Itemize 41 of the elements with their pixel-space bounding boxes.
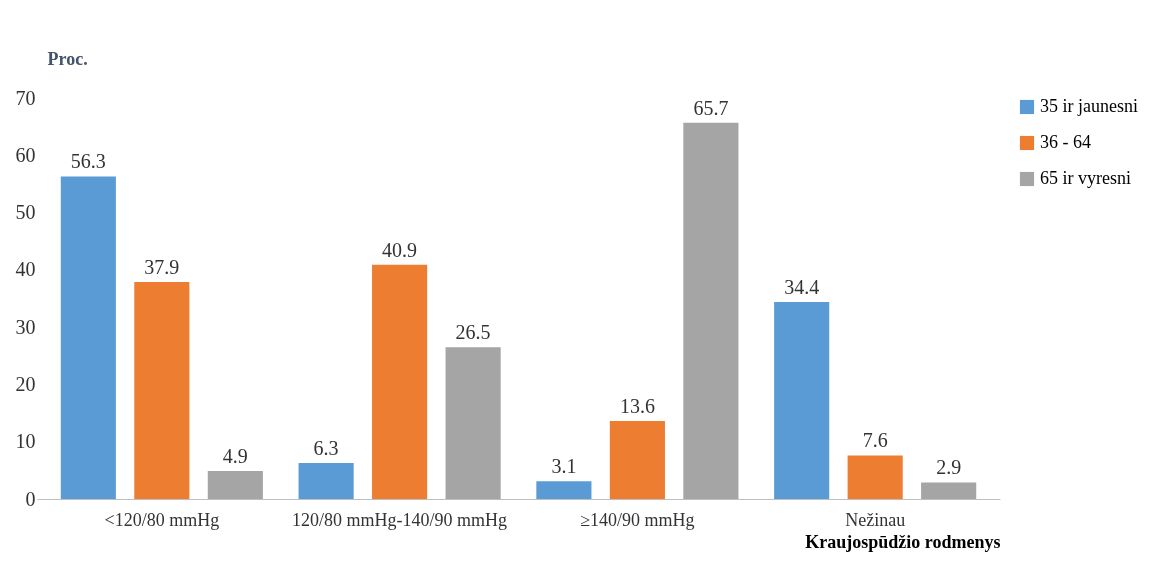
bar (298, 462, 354, 499)
x-tick-label: 120/80 mmHg-140/90 mmHg (292, 509, 508, 530)
bar (372, 264, 428, 499)
bar (683, 122, 739, 499)
bar (134, 281, 190, 499)
bar (609, 421, 665, 499)
data-label: 26.5 (455, 321, 491, 344)
x-axis-title: Kraujospūdžio rodmenys (805, 531, 1001, 552)
bar (207, 470, 263, 499)
bar (536, 481, 592, 499)
data-label: 40.9 (382, 238, 418, 261)
bar (445, 347, 501, 499)
data-label: 65.7 (693, 96, 729, 119)
x-tick-label: ≥140/90 mmHg (580, 509, 695, 530)
data-label: 2.9 (936, 456, 962, 479)
data-label: 3.1 (551, 455, 577, 478)
y-tick-label: 70 (15, 86, 36, 109)
y-tick-label: 10 (15, 430, 36, 453)
x-tick-label: <120/80 mmHg (104, 509, 220, 530)
data-label: 56.3 (70, 150, 106, 173)
y-tick-label: 0 (25, 487, 36, 510)
data-label: 13.6 (619, 395, 655, 418)
bar (774, 301, 830, 499)
bar (921, 482, 977, 499)
bar (847, 455, 903, 499)
y-tick-label: 50 (15, 201, 36, 224)
legend-label: 65 ir vyresni (1040, 168, 1131, 188)
data-label: 6.3 (313, 436, 339, 459)
legend-label: 36 - 64 (1040, 132, 1091, 152)
y-tick-label: 20 (15, 372, 36, 395)
y-tick-label: 60 (15, 143, 36, 166)
y-tick-label: 40 (15, 258, 36, 281)
data-label: 37.9 (144, 255, 180, 278)
bar (60, 176, 116, 499)
y-tick-label: 30 (15, 315, 36, 338)
y-axis-title: Proc. (47, 48, 88, 69)
data-label: 4.9 (222, 444, 248, 467)
data-label: 7.6 (862, 429, 888, 452)
legend-label: 35 ir jaunesni (1040, 96, 1138, 116)
data-label: 34.4 (784, 275, 820, 298)
x-tick-label: Nežinau (845, 509, 906, 530)
